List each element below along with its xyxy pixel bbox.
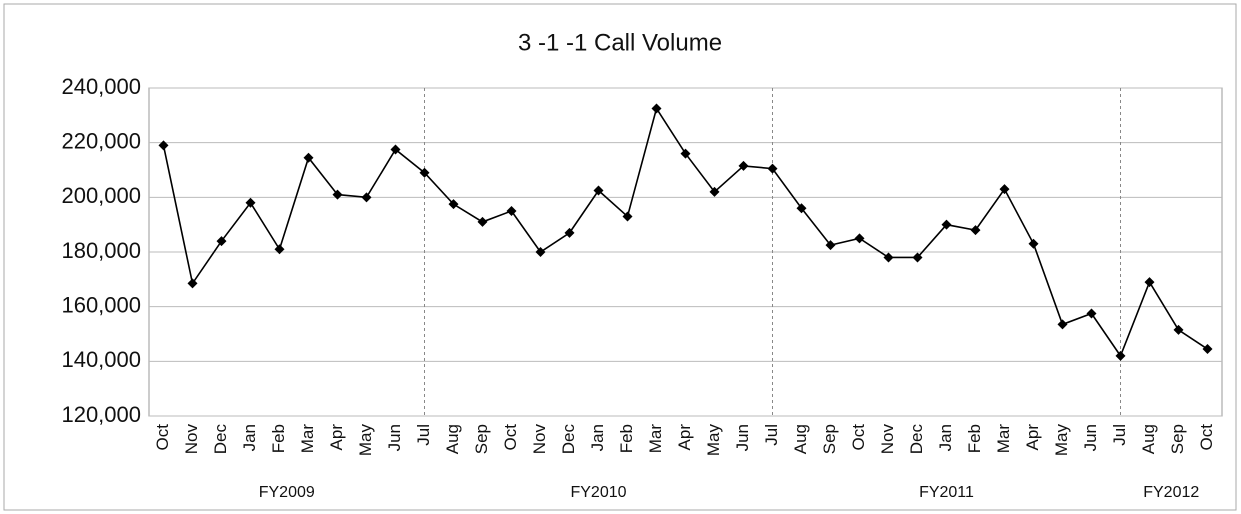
data-point	[448, 199, 459, 210]
x-tick-label: Feb	[269, 424, 288, 453]
data-point	[506, 206, 517, 216]
chart-title: 3 -1 -1 Call Volume	[518, 29, 722, 56]
group-label: FY2011	[919, 484, 974, 501]
x-tick-label: Sep	[1168, 424, 1187, 454]
x-tick-label: Nov	[878, 424, 897, 455]
data-point	[1202, 344, 1213, 355]
data-point	[245, 197, 256, 208]
y-tick-label: 200,000	[61, 183, 141, 208]
x-tick-label: Nov	[530, 424, 549, 455]
data-point	[564, 227, 575, 238]
y-tick-label: 160,000	[61, 292, 141, 317]
x-tick-label: May	[1052, 424, 1071, 457]
x-tick-label: Jun	[1081, 424, 1100, 451]
x-tick-label: Mar	[298, 424, 317, 454]
data-point	[680, 148, 691, 159]
y-tick-label: 240,000	[61, 74, 141, 99]
x-tick-label: Aug	[1139, 424, 1158, 454]
x-tick-label: Mar	[646, 424, 665, 454]
x-tick-label: Dec	[211, 424, 230, 455]
data-point	[796, 203, 807, 214]
data-point	[419, 167, 430, 178]
x-tick-label: Aug	[791, 424, 810, 454]
group-label: FY2012	[1143, 484, 1199, 501]
data-point	[709, 186, 720, 197]
x-tick-label: Feb	[965, 424, 984, 453]
data-point	[390, 144, 401, 155]
x-tick-label: Jul	[762, 424, 781, 446]
x-tick-label: Jan	[240, 424, 259, 451]
y-tick-label: 220,000	[61, 128, 141, 153]
x-tick-label: Oct	[849, 424, 868, 451]
data-point	[1115, 350, 1126, 361]
data-point	[1057, 319, 1068, 330]
group-label: FY2010	[570, 484, 626, 501]
x-tick-label: Oct	[501, 424, 520, 451]
data-point	[361, 192, 372, 203]
data-point	[767, 163, 778, 174]
data-point	[1173, 324, 1184, 335]
x-tick-label: Dec	[559, 424, 578, 455]
x-tick-label: Sep	[472, 424, 491, 454]
x-tick-label: Dec	[907, 424, 926, 455]
y-tick-label: 140,000	[61, 347, 141, 372]
data-point	[883, 252, 894, 263]
x-tick-label: Oct	[1197, 424, 1216, 451]
group-label: FY2009	[259, 484, 315, 501]
data-point	[1144, 277, 1155, 288]
data-point	[941, 219, 952, 230]
data-point	[216, 236, 227, 247]
data-point	[970, 225, 981, 236]
x-tick-label: Sep	[820, 424, 839, 454]
data-point	[1028, 238, 1039, 249]
data-point	[303, 152, 314, 163]
x-tick-label: Jan	[936, 424, 955, 451]
data-point	[738, 160, 749, 171]
x-tick-label: Jul	[414, 424, 433, 446]
x-tick-label: Jun	[385, 424, 404, 451]
x-tick-label: Jul	[1110, 424, 1129, 446]
x-tick-label: Apr	[675, 424, 694, 451]
x-tick-label: Feb	[617, 424, 636, 453]
data-point	[622, 211, 633, 222]
data-point	[1086, 308, 1097, 319]
data-point	[274, 244, 285, 255]
x-tick-label: May	[356, 424, 375, 457]
data-point	[187, 278, 198, 289]
x-tick-label: Oct	[153, 424, 172, 451]
x-tick-label: Jan	[588, 424, 607, 451]
data-point	[825, 240, 836, 251]
data-point	[651, 103, 662, 114]
data-point	[535, 247, 546, 257]
x-tick-label: May	[704, 424, 723, 457]
x-tick-label: Aug	[443, 424, 462, 454]
data-point	[854, 233, 865, 244]
x-tick-label: Apr	[1023, 424, 1042, 451]
data-point	[999, 184, 1010, 195]
data-point	[477, 216, 488, 227]
x-tick-label: Jun	[733, 424, 752, 451]
x-tick-label: Mar	[994, 424, 1013, 454]
data-point	[912, 252, 923, 263]
data-point	[158, 140, 169, 151]
x-tick-label: Apr	[327, 424, 346, 451]
y-tick-label: 120,000	[61, 402, 141, 427]
data-point	[593, 185, 604, 196]
y-tick-label: 180,000	[61, 238, 141, 263]
x-tick-label: Nov	[182, 424, 201, 455]
data-point	[332, 189, 343, 200]
